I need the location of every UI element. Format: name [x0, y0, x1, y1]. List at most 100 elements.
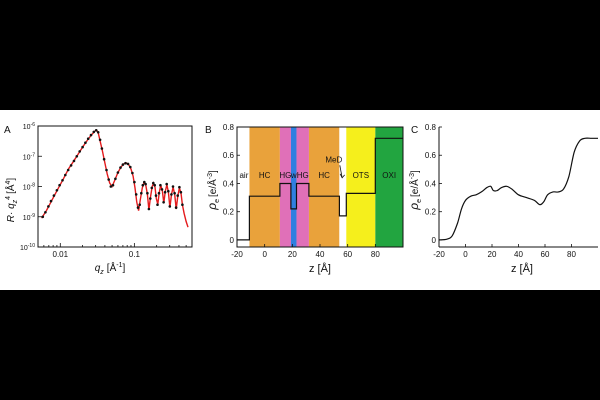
panel-b-region-w	[290, 127, 297, 247]
panel-a-data-point	[66, 168, 70, 172]
panel-c-ylabel-unit: [e/Å	[408, 179, 421, 197]
panel-a-data-point	[141, 183, 145, 187]
panel-a-data-point	[134, 193, 138, 196]
panel-c-y-tick-label: 0.4	[425, 179, 437, 188]
panel-a-xlabel-unit-sup: -1	[116, 262, 122, 269]
panel-a-data-point	[165, 182, 168, 186]
panel-b-annotation-arrowhead	[339, 173, 345, 179]
panel-a-ylabel-sub: z	[12, 199, 19, 204]
panel-a-data-point	[116, 171, 120, 174]
panel-a-y-tick-mantissa: 10	[20, 245, 28, 252]
panel-c-y-tick-label: 0.6	[425, 151, 437, 160]
panel-a-data-point	[179, 190, 183, 194]
panel-b-x-tick-label: 80	[371, 250, 380, 259]
panel-a-y-tick-mantissa: 10	[23, 154, 31, 161]
panel-a-y-tick-label: 10-10	[20, 243, 35, 252]
panel-a-data-point	[55, 189, 59, 192]
panel-b-annotation-med-label: MeD	[325, 155, 342, 164]
panel-a-data-point	[173, 191, 176, 195]
panel-a-x-tick-label: 0.01	[53, 250, 69, 259]
panel-c-x-tick-label: -20	[433, 250, 445, 259]
panel-a-data-point	[131, 171, 134, 175]
panel-a-data-point	[146, 191, 149, 195]
panel-b-annotation-arrow	[339, 165, 343, 178]
panel-a-data-point	[168, 205, 172, 208]
panel-a-data-point	[147, 207, 151, 211]
panel-a-data-point	[114, 177, 117, 181]
panel-a-x-tick-label: 0.1	[129, 250, 141, 259]
panel-a-data-point	[153, 183, 156, 187]
panel-a-y-tick-label: 10-8	[23, 183, 35, 192]
panel-a-y-tick-exponent: -7	[31, 152, 36, 158]
panel-b-region-label-oxi: OXI	[382, 171, 396, 180]
panel-b-x-tick-label: 20	[288, 250, 297, 259]
panel-a-xlabel-unit-close: ]	[122, 263, 125, 274]
panel-a-y-tick-label: 10-9	[23, 213, 35, 222]
panel-a-y-tick-mantissa: 10	[23, 215, 31, 222]
panel-c-y-axis-label: ρe [e/Å-3]	[407, 170, 423, 211]
panel-a-data-point	[167, 189, 170, 193]
panel-a-data-point	[144, 182, 147, 186]
panel-a-data-point	[129, 165, 132, 169]
panel-a-y-tick-label: 10-6	[23, 122, 35, 131]
panel-a-data-point	[143, 180, 146, 184]
panel-b-region-label-hg-right: HG	[297, 171, 309, 180]
panel-c-y-tick-label: 0.8	[425, 123, 437, 132]
panel-a-y-axis-label: R· qz4[Å4]	[4, 178, 19, 223]
panel-a-y-tick-exponent: -6	[31, 122, 36, 128]
panel-b-y-tick-label: 0.4	[223, 179, 235, 188]
panel-a-x-axis-label: qz [Å-1]	[95, 261, 126, 276]
panel-b-region-hc-left	[249, 127, 280, 247]
panel-a-data-point	[154, 194, 158, 197]
panel-a-data-point	[174, 206, 178, 209]
panel-a-data-point	[170, 193, 173, 196]
panel-b-region-label-ots: OTS	[353, 171, 369, 180]
panel-a-data-point	[41, 215, 45, 219]
panel-b-ylabel-unit: [e/Å	[206, 179, 219, 197]
panel-c-label: C	[411, 125, 418, 136]
panel-b-ticks: -20 0 20 40 60 80 0 0.2 0.4 0.6 0.8	[223, 123, 404, 259]
panel-b-region-hg-left	[279, 127, 291, 247]
panel-b-marks: MeD	[237, 137, 403, 241]
panel-b-regions: air HC HG w HG HC OTS OXI	[237, 127, 403, 247]
panel-a-data-point	[69, 164, 73, 167]
panel-a-data-point	[162, 201, 165, 204]
panel-b-label: B	[205, 125, 212, 136]
panel-a-ylabel-sup: 4	[5, 196, 12, 200]
panel-c-ticks: -20 0 20 40 60 80 0 0.2 0.4 0.6 0.8	[425, 123, 598, 259]
panel-a-data-point	[157, 191, 161, 195]
panel-c: C -20 0 20 40 60 80 0 0.2 0.4 0.6 0.8 ρe [e/Å-3] z …	[407, 123, 598, 275]
panel-b-x-tick-label: 60	[343, 250, 352, 259]
panel-c-profile-line	[438, 137, 598, 241]
panel-b-y-tick-label: 0	[230, 236, 235, 245]
panel-c-x-tick-label: 20	[488, 250, 497, 259]
panel-b-ylabel-sub: e	[214, 199, 221, 203]
panel-b: B air HC HG w HG HC OTS OXI -20 0 20 40 60 80 0 0.2 0.4…	[205, 123, 404, 275]
panel-c-x-axis-label: z [Å]	[511, 262, 533, 275]
panel-a-y-tick-mantissa: 10	[23, 185, 31, 192]
panel-c-x-tick-label: 0	[463, 250, 468, 259]
panel-a-data-point	[78, 150, 81, 153]
panel-b-x-axis-label: z [Å]	[309, 262, 331, 275]
panel-c-x-tick-label: 40	[514, 250, 523, 259]
panel-b-region-ots	[346, 127, 376, 247]
panel-a-y-tick-mantissa: 10	[23, 124, 31, 131]
panel-b-region-label-hc-right: HC	[318, 171, 330, 180]
panel-b-region-oxi	[375, 127, 403, 247]
panel-c-ylabel-unit-close: ]	[410, 170, 421, 173]
panel-a-data-point	[152, 181, 155, 185]
panel-b-region-air	[237, 127, 250, 247]
panel-a-data-point	[89, 133, 93, 137]
panel-a-data-point	[119, 166, 122, 169]
panel-b-y-tick-label: 0.8	[223, 123, 235, 132]
panel-a-data-point	[105, 168, 108, 172]
panel-a-data-point	[150, 186, 154, 190]
panel-b-region-label-hc-left: HC	[259, 171, 271, 180]
panel-a-data-point	[159, 183, 162, 187]
panel-a-ylabel-unit-sup: 4	[5, 180, 12, 184]
panel-a-data-point	[49, 199, 53, 203]
panel-a-xlabel-sub: z	[99, 269, 104, 276]
panel-c-ylabel-main: ρ	[407, 203, 421, 211]
